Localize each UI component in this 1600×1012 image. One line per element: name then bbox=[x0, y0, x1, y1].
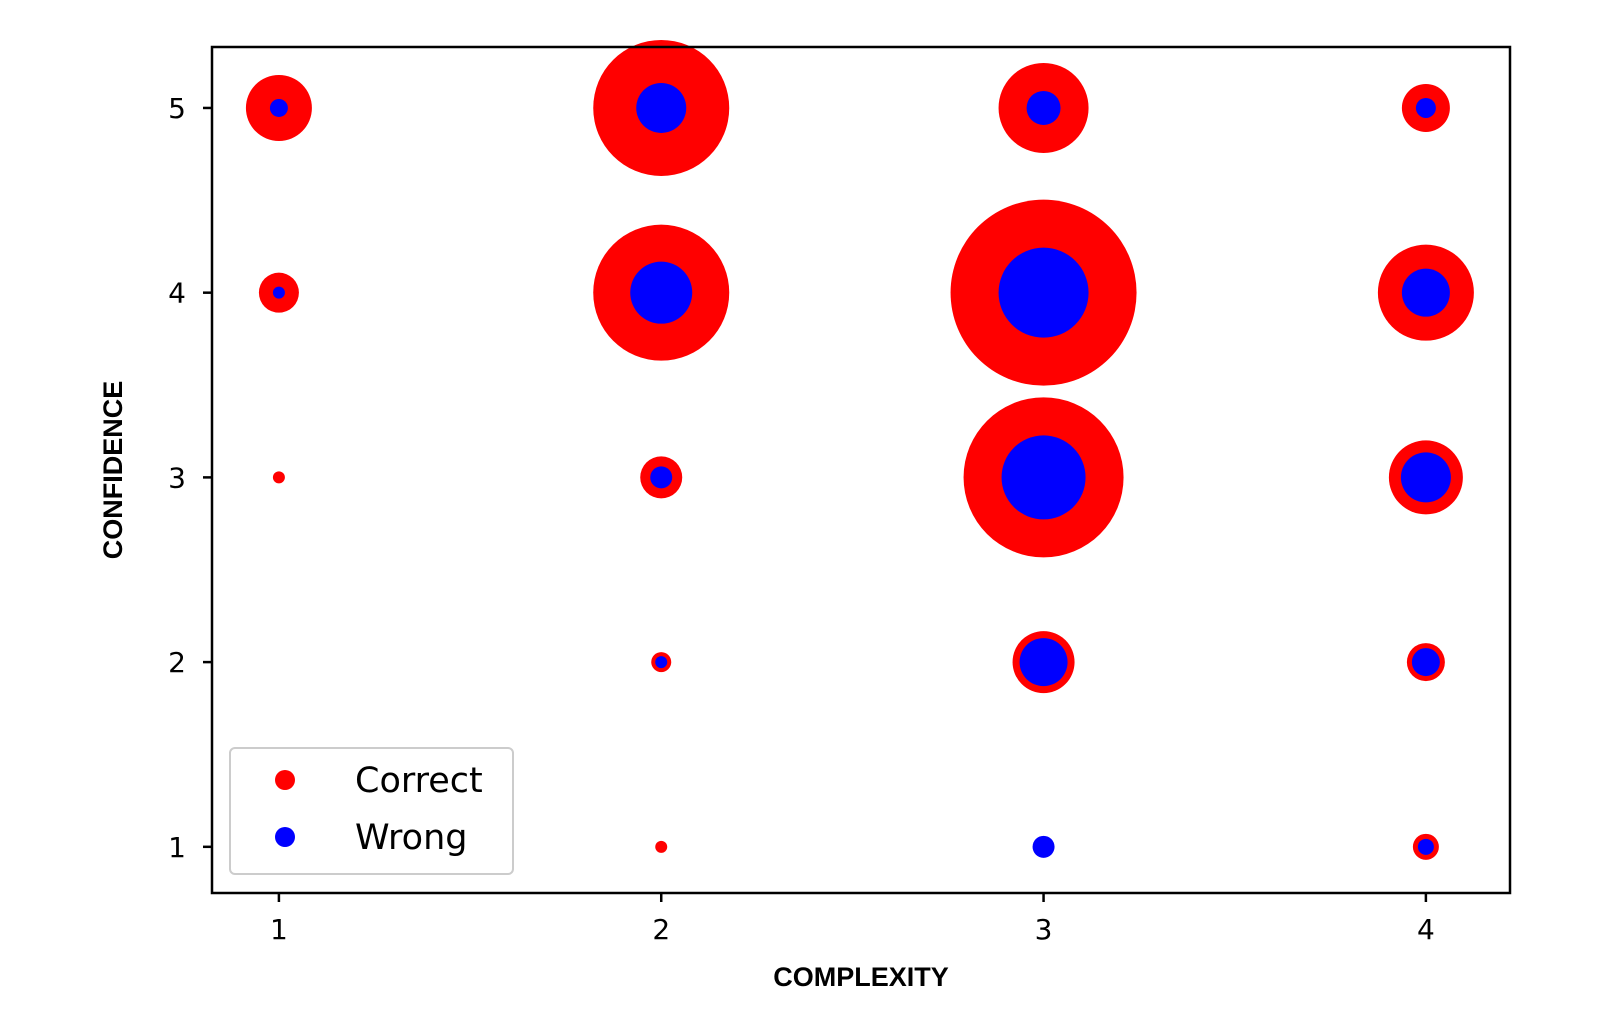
point-wrong-x4-y2 bbox=[1411, 648, 1440, 677]
y-tick-label: 1 bbox=[168, 831, 186, 864]
y-tick-label: 2 bbox=[168, 646, 186, 679]
point-wrong-x2-y3 bbox=[650, 466, 673, 489]
legend: Correct Wrong bbox=[229, 747, 514, 875]
x-tick-label: 3 bbox=[1035, 913, 1053, 946]
point-wrong-x3-y3 bbox=[1001, 435, 1086, 520]
point-wrong-x2-y5 bbox=[636, 82, 687, 133]
legend-label-correct: Correct bbox=[355, 761, 483, 801]
chart-marks bbox=[245, 39, 1474, 860]
y-axis-label: CONFIDENCE bbox=[98, 381, 128, 560]
x-axis-ticks: 1 2 3 4 bbox=[270, 893, 1435, 946]
y-tick-label: 5 bbox=[168, 92, 186, 125]
point-correct-x2-y1 bbox=[655, 840, 668, 853]
point-wrong-x4-y1 bbox=[1417, 838, 1434, 855]
x-axis-label: COMPLEXITY bbox=[773, 962, 949, 992]
x-tick-label: 2 bbox=[652, 913, 670, 946]
point-wrong-x3-y5 bbox=[1026, 90, 1061, 125]
legend-marker-wrong bbox=[275, 827, 295, 847]
y-tick-label: 3 bbox=[168, 461, 186, 494]
legend-label-wrong: Wrong bbox=[355, 818, 467, 858]
point-wrong-x4-y5 bbox=[1415, 97, 1436, 118]
legend-marker-correct bbox=[275, 770, 295, 790]
point-wrong-x3-y1 bbox=[1032, 835, 1055, 858]
point-wrong-x2-y4 bbox=[630, 261, 693, 324]
point-wrong-x1-y4 bbox=[272, 286, 285, 299]
point-wrong-x3-y4 bbox=[998, 247, 1089, 338]
x-tick-label: 4 bbox=[1417, 913, 1435, 946]
point-wrong-x3-y2 bbox=[1019, 638, 1068, 687]
plot-frame bbox=[210, 45, 1512, 895]
y-axis-ticks: 1 2 3 4 5 bbox=[168, 92, 212, 864]
point-wrong-x2-y2 bbox=[655, 656, 668, 669]
legend-box bbox=[229, 747, 514, 875]
point-wrong-x1-y5 bbox=[269, 98, 288, 117]
y-tick-label: 4 bbox=[168, 277, 186, 310]
point-wrong-x4-y3 bbox=[1400, 452, 1451, 503]
point-correct-x1-y3 bbox=[272, 471, 285, 484]
x-tick-label: 1 bbox=[270, 913, 288, 946]
point-wrong-x4-y4 bbox=[1401, 268, 1450, 317]
